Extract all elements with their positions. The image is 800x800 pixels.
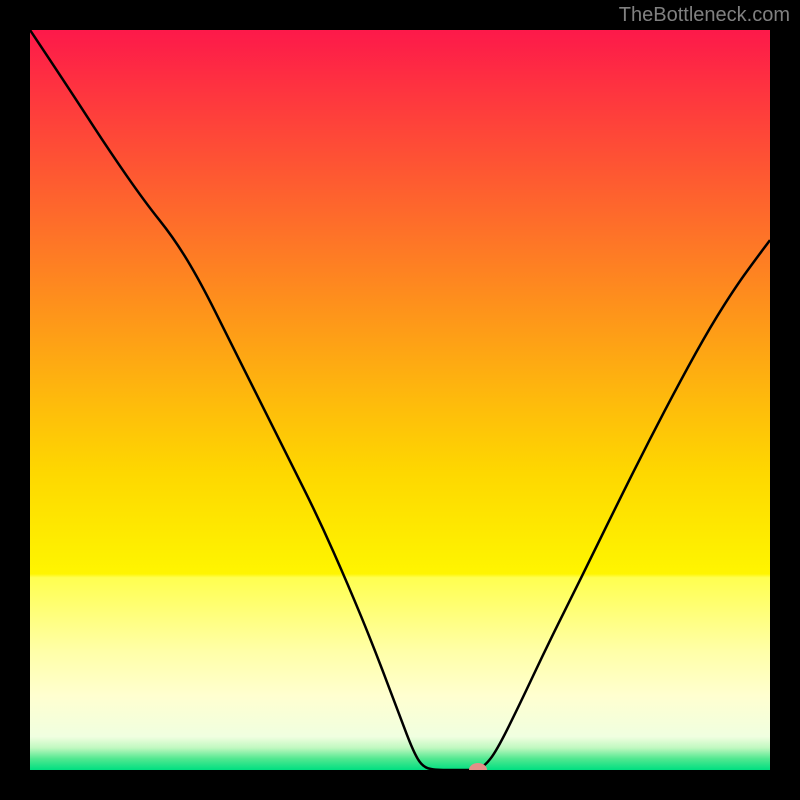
- plot-area: [30, 30, 770, 770]
- bottleneck-curve: [30, 30, 770, 770]
- attribution-text: TheBottleneck.com: [619, 4, 790, 27]
- chart-container: TheBottleneck.com: [0, 0, 800, 800]
- optimal-point-marker: [469, 763, 487, 770]
